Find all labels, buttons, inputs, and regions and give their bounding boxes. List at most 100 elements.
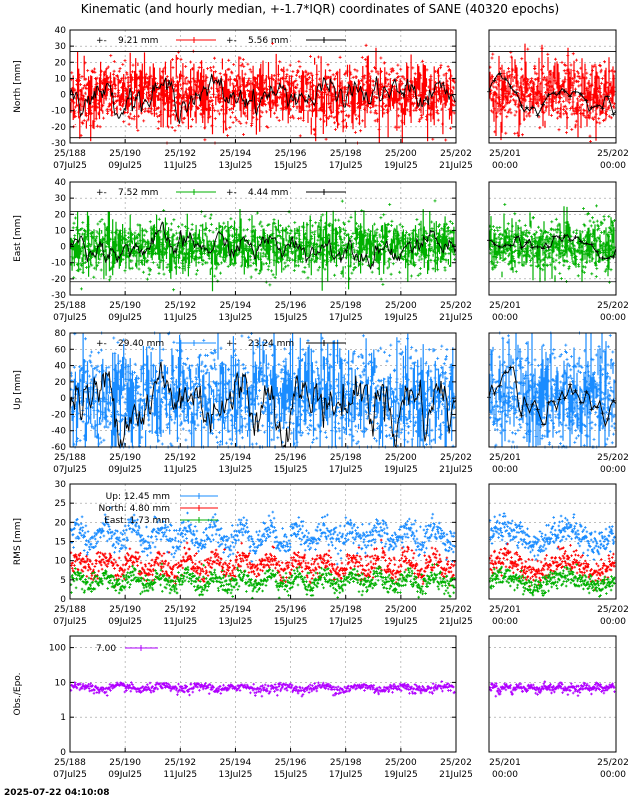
x-tick-label-bottom: 15Jul25 — [274, 465, 308, 475]
x-tick-label-bottom: 00:00 — [600, 770, 626, 780]
median-point — [497, 244, 502, 249]
x-tick-label-bottom: 15Jul25 — [274, 313, 308, 323]
median-point — [546, 92, 551, 97]
x-tick-label-bottom: 13Jul25 — [219, 465, 253, 475]
median-point — [508, 365, 513, 370]
obs-series — [69, 680, 456, 698]
y-tick-label: -20 — [51, 410, 66, 420]
x-tick-label-bottom: 21Jul25 — [439, 465, 473, 475]
y-tick-label: 0 — [60, 243, 66, 253]
x-tick-label-top: 25/192 — [164, 758, 196, 768]
x-tick-label-top: 25/190 — [109, 758, 141, 768]
scatter-east — [69, 199, 457, 292]
x-tick-label-top: 25/194 — [220, 605, 252, 615]
obs-series — [488, 680, 616, 698]
obs-points — [69, 680, 456, 698]
plot-frame-zoom — [488, 181, 617, 296]
x-tick-label-bottom: 11Jul25 — [163, 770, 197, 780]
y-tick-label: 80 — [55, 329, 67, 339]
legend-label: 7.52 mm — [118, 188, 158, 198]
median-point — [541, 246, 546, 251]
legend-label: East: 1.73 mm — [104, 516, 170, 526]
legend-marker: +- — [226, 188, 237, 198]
median-point — [535, 407, 540, 412]
median-point — [573, 234, 578, 239]
y-tick-label: -10 — [51, 259, 66, 269]
x-tick-label-bottom: 00:00 — [492, 617, 518, 627]
x-tick-label-top: 25/194 — [220, 453, 252, 463]
x-tick-label-top: 25/198 — [330, 605, 362, 615]
median-point — [578, 92, 583, 97]
scatter-bars — [489, 206, 615, 283]
x-tick-label-bottom: 13Jul25 — [219, 313, 253, 323]
x-tick-label-top: 25/202 — [597, 453, 629, 463]
median-point — [503, 76, 508, 81]
legend-label: North: 4.80 mm — [99, 504, 171, 514]
x-tick-label-bottom: 13Jul25 — [219, 770, 253, 780]
x-tick-label-top: 25/190 — [109, 605, 141, 615]
plot-frame-main — [69, 635, 457, 753]
y-axis-label: Obs./Epo. — [13, 673, 23, 716]
x-tick-label-bottom: 11Jul25 — [163, 161, 197, 171]
x-tick-label-top: 25/198 — [330, 301, 362, 311]
y-tick-label: 20 — [55, 518, 67, 528]
x-tick-label-bottom: 21Jul25 — [439, 617, 473, 627]
x-tick-label-top: 25/201 — [489, 758, 521, 768]
y-tick-label: 20 — [55, 58, 67, 68]
x-tick-label-top: 25/200 — [385, 149, 417, 159]
x-tick-label-top: 25/198 — [330, 758, 362, 768]
rms-points — [488, 542, 616, 592]
y-tick-label: 10 — [55, 678, 67, 688]
x-tick-label-bottom: 19Jul25 — [384, 465, 418, 475]
legend-up: +- 29.40 mm +- 23.24 mm — [96, 339, 346, 349]
legend-marker: +- — [96, 339, 107, 349]
scatter-north — [488, 43, 617, 143]
y-tick-label: 0 — [60, 595, 66, 605]
x-tick-label-bottom: 19Jul25 — [384, 617, 418, 627]
x-tick-label-top: 25/202 — [440, 149, 472, 159]
x-tick-label-top: 25/198 — [330, 453, 362, 463]
scatter-east — [488, 203, 617, 284]
x-tick-label-bottom: 07Jul25 — [53, 161, 87, 171]
x-tick-label-bottom: 19Jul25 — [384, 313, 418, 323]
x-tick-label-bottom: 11Jul25 — [163, 465, 197, 475]
median-point — [541, 422, 546, 427]
x-tick-label-top: 25/201 — [489, 605, 521, 615]
y-tick-label: 1 — [60, 713, 66, 723]
rms-north — [488, 542, 616, 592]
y-tick-label: 25 — [55, 499, 66, 509]
x-tick-label-top: 25/202 — [440, 453, 472, 463]
legend-north: +- 9.21 mm +- 5.56 mm — [96, 36, 346, 46]
y-tick-label: 30 — [55, 194, 67, 204]
legend-marker: +- — [96, 188, 107, 198]
chart-title: Kinematic (and hourly median, +-1.7*IQR)… — [80, 2, 560, 16]
median-point — [584, 98, 589, 103]
x-tick-label-bottom: 00:00 — [600, 313, 626, 323]
median-point — [535, 244, 540, 249]
x-tick-label-bottom: 09Jul25 — [108, 770, 142, 780]
x-tick-label-top: 25/200 — [385, 758, 417, 768]
x-tick-label-bottom: 07Jul25 — [53, 770, 87, 780]
y-tick-label: 100 — [49, 644, 66, 654]
x-tick-label-top: 25/201 — [489, 149, 521, 159]
x-tick-label-top: 25/190 — [109, 149, 141, 159]
x-tick-label-top: 25/201 — [489, 453, 521, 463]
median-point — [562, 396, 567, 401]
median-point — [557, 235, 562, 240]
median-point — [600, 106, 605, 111]
legend-east: +- 7.52 mm +- 4.44 mm — [96, 188, 346, 198]
y-axis-label: North [mm] — [13, 60, 23, 113]
x-tick-label-top: 25/196 — [275, 453, 307, 463]
scatter-bars — [489, 43, 615, 141]
x-tick-label-top: 25/202 — [440, 758, 472, 768]
x-tick-label-top: 25/202 — [440, 605, 472, 615]
plot-frame-zoom — [488, 29, 617, 144]
x-tick-label-top: 25/188 — [54, 301, 86, 311]
median-point — [519, 245, 524, 250]
median-line-up — [69, 361, 457, 449]
median-line-up — [488, 366, 617, 428]
median-point — [551, 399, 556, 404]
y-tick-label: 10 — [55, 557, 67, 567]
legend-marker: +- — [226, 339, 237, 349]
